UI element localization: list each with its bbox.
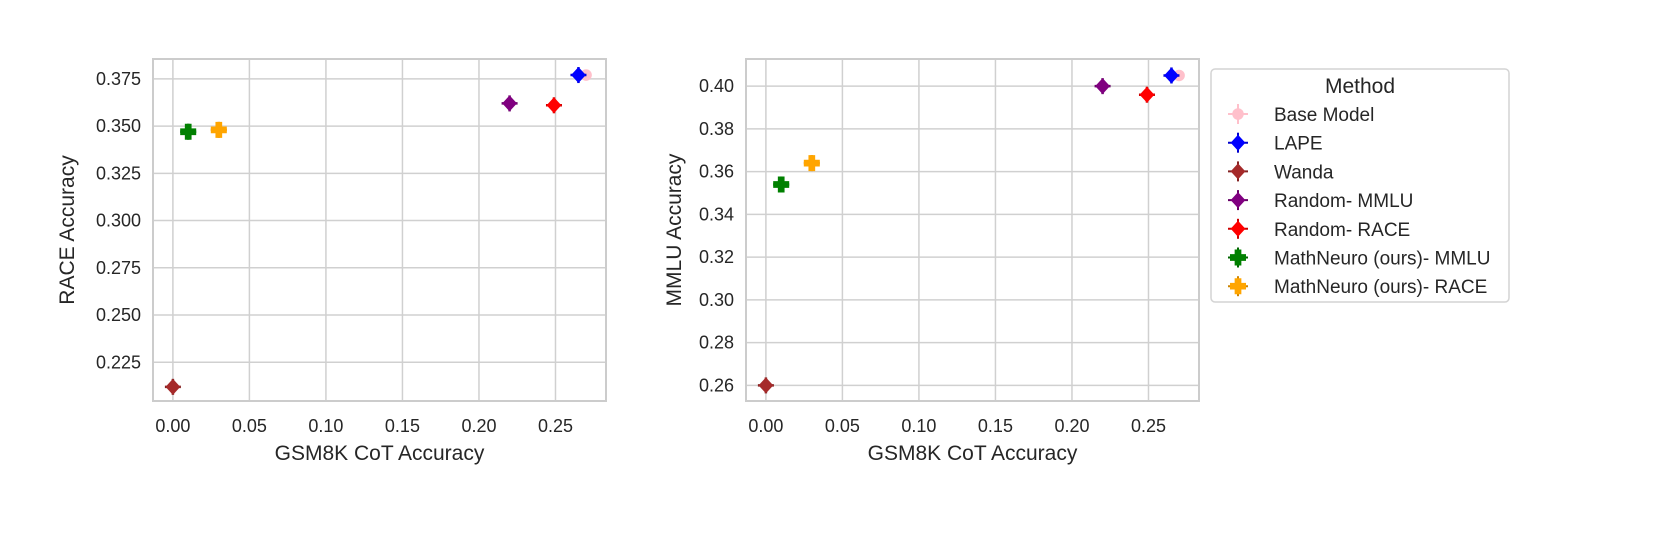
legend-diamond-marker xyxy=(1230,220,1246,237)
y-tick-label: 0.30 xyxy=(699,290,734,310)
y-tick-label: 0.375 xyxy=(96,69,141,89)
legend-entry: Random- RACE xyxy=(1228,218,1410,241)
legend-title: Method xyxy=(1325,75,1395,98)
point-plus-marker xyxy=(773,176,790,193)
legend: Method Base Model LAPE Wanda Random- MMLU Ran… xyxy=(1210,68,1510,303)
x-tick-label: 0.25 xyxy=(1131,416,1166,436)
plot-frame xyxy=(745,58,1200,402)
point-plus-marker xyxy=(210,121,227,138)
x-tick-label: 0.05 xyxy=(232,416,267,436)
point-plus-marker xyxy=(180,123,197,140)
legend-label: Random- RACE xyxy=(1274,220,1410,241)
data-point xyxy=(210,121,227,138)
legend-circle-marker xyxy=(1232,108,1244,120)
legend-plus-marker xyxy=(1230,249,1246,266)
data-point xyxy=(570,67,587,84)
data-point xyxy=(1094,78,1111,95)
data-point xyxy=(757,377,774,394)
point-diamond-marker xyxy=(165,378,181,395)
legend-label: Base Model xyxy=(1274,105,1374,126)
y-tick-label: 0.350 xyxy=(96,116,141,136)
legend-label: MathNeuro (ours)- RACE xyxy=(1274,277,1487,298)
scatter-panel-race: 0.00 0.05 0.10 0.15 0.20 0.25 0.225 0.250 0.275 0… xyxy=(56,58,607,465)
y-tick-label: 0.275 xyxy=(96,258,141,278)
x-tick-label: 0.00 xyxy=(155,416,190,436)
point-diamond-marker xyxy=(1164,67,1179,84)
data-point xyxy=(164,378,181,395)
plot-frame xyxy=(152,58,607,402)
point-plus-marker xyxy=(803,155,820,172)
data-point xyxy=(773,176,790,193)
y-tick-label: 0.250 xyxy=(96,305,141,325)
y-tick-label: 0.225 xyxy=(96,352,141,372)
x-tick-label: 0.10 xyxy=(308,416,343,436)
y-tick-label: 0.40 xyxy=(699,76,734,96)
legend-entry: LAPE xyxy=(1228,132,1323,155)
x-tick-label: 0.20 xyxy=(461,416,496,436)
y-tick-label: 0.300 xyxy=(96,211,141,231)
data-point xyxy=(545,97,562,114)
point-diamond-marker xyxy=(571,67,586,84)
x-tick-label: 0.05 xyxy=(825,416,860,436)
x-tick-label: 0.15 xyxy=(385,416,420,436)
point-diamond-marker xyxy=(1095,78,1110,95)
legend-plus-marker xyxy=(1230,278,1246,295)
point-diamond-marker xyxy=(546,97,562,114)
legend-entry: MathNeuro (ours)- RACE xyxy=(1228,276,1487,298)
data-point xyxy=(803,155,820,172)
legend-diamond-marker xyxy=(1230,163,1246,180)
y-axis-label: MMLU Accuracy xyxy=(663,153,686,306)
x-axis-label: GSM8K CoT Accuracy xyxy=(868,442,1078,465)
y-tick-label: 0.28 xyxy=(699,333,734,353)
legend-label: LAPE xyxy=(1274,134,1323,155)
data-point xyxy=(180,123,197,140)
legend-label: Random- MMLU xyxy=(1274,191,1413,212)
x-axis-label: GSM8K CoT Accuracy xyxy=(275,442,485,465)
legend-entry: Base Model xyxy=(1228,104,1374,126)
point-diamond-marker xyxy=(758,377,774,394)
y-tick-label: 0.26 xyxy=(699,375,734,395)
y-tick-label: 0.38 xyxy=(699,119,734,139)
x-tick-label: 0.00 xyxy=(748,416,783,436)
y-tick-label: 0.34 xyxy=(699,204,734,224)
legend-diamond-marker xyxy=(1230,192,1246,209)
legend-label: Wanda xyxy=(1274,162,1334,183)
x-tick-label: 0.25 xyxy=(538,416,573,436)
x-tick-label: 0.10 xyxy=(901,416,936,436)
legend-box xyxy=(1210,68,1510,303)
point-diamond-marker xyxy=(1139,86,1155,103)
y-axis-label: RACE Accuracy xyxy=(56,155,79,305)
scatter-panel-mmlu: 0.00 0.05 0.10 0.15 0.20 0.25 0.26 0.28 0.30 0.32… xyxy=(663,58,1200,465)
point-diamond-marker xyxy=(502,95,517,112)
y-tick-label: 0.36 xyxy=(699,162,734,182)
x-tick-label: 0.20 xyxy=(1054,416,1089,436)
y-tick-label: 0.32 xyxy=(699,247,734,267)
legend-entry: Wanda xyxy=(1228,161,1334,183)
legend-entry: MathNeuro (ours)- MMLU xyxy=(1228,247,1490,270)
legend-label: MathNeuro (ours)- MMLU xyxy=(1274,249,1490,270)
data-point xyxy=(1163,67,1180,84)
x-tick-label: 0.15 xyxy=(978,416,1013,436)
data-point xyxy=(1138,86,1155,103)
y-tick-label: 0.325 xyxy=(96,163,141,183)
data-point xyxy=(501,95,518,112)
legend-entry: Random- MMLU xyxy=(1228,190,1413,212)
legend-diamond-marker xyxy=(1230,134,1246,151)
